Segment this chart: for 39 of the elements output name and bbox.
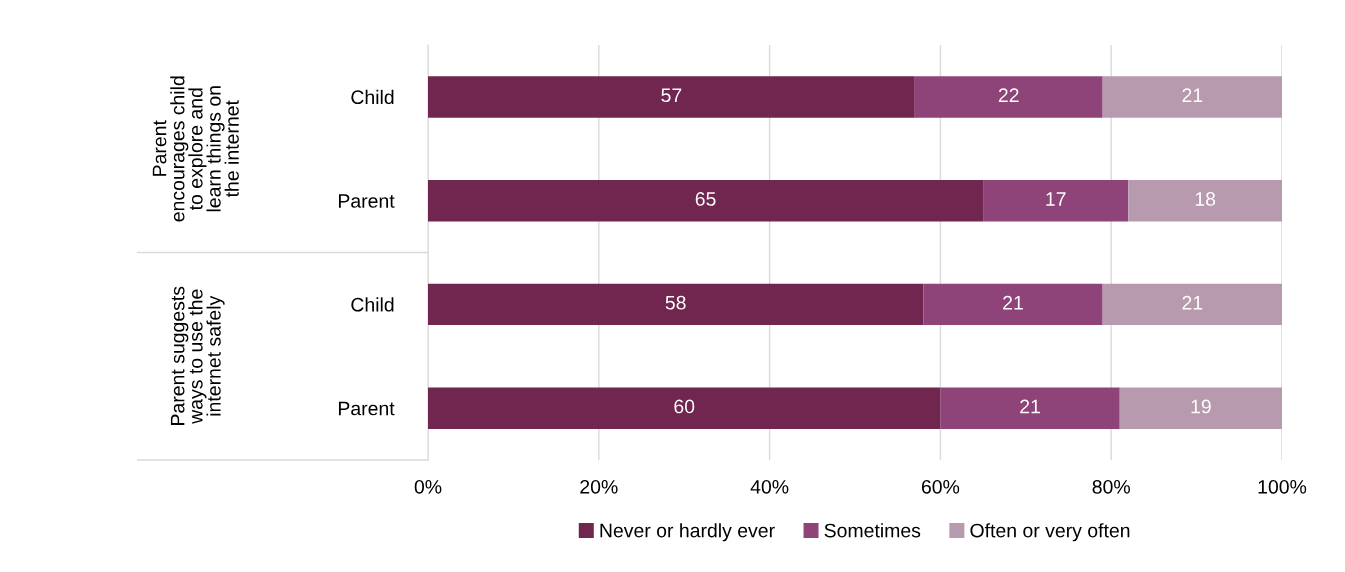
y-tick-label: Child bbox=[351, 89, 394, 105]
text: Parent encourages child to explore and learn things on the internet bbox=[152, 76, 239, 222]
bar bbox=[1102, 76, 1282, 118]
data-label: 57 bbox=[661, 88, 682, 103]
bar bbox=[428, 387, 941, 429]
data-label: 21 bbox=[1020, 399, 1040, 414]
bar bbox=[940, 387, 1120, 429]
x-tick-label: 100% bbox=[1258, 479, 1307, 494]
legend-label: Sometimes bbox=[824, 523, 921, 538]
bar bbox=[983, 179, 1129, 222]
bar bbox=[428, 76, 915, 118]
bar bbox=[428, 283, 924, 326]
data-label: 19 bbox=[1191, 399, 1211, 414]
data-label: 21 bbox=[1182, 88, 1203, 102]
text: Parent suggests ways to use the internet safely bbox=[170, 286, 225, 425]
bar bbox=[428, 179, 984, 222]
y-tick-label: Child bbox=[351, 297, 394, 312]
x-tick-label: 0% bbox=[414, 479, 442, 494]
bar bbox=[1102, 283, 1282, 326]
data-label: 17 bbox=[1046, 192, 1066, 206]
y-tick-label: Parent bbox=[338, 401, 395, 416]
data-label: 58 bbox=[665, 295, 686, 310]
bar bbox=[914, 76, 1103, 118]
x-tick-label: 80% bbox=[1092, 479, 1130, 494]
x-tick-label: 20% bbox=[580, 479, 618, 494]
data-label: 60 bbox=[674, 399, 695, 414]
y-tick-label: Parent bbox=[338, 194, 395, 208]
data-label: 18 bbox=[1195, 192, 1216, 206]
bar bbox=[1119, 387, 1282, 429]
legend-label: Never or hardly ever bbox=[600, 523, 775, 542]
data-label: 21 bbox=[1003, 295, 1023, 310]
x-tick-label: 60% bbox=[921, 479, 960, 494]
x-tick-label: 40% bbox=[750, 479, 789, 494]
bar bbox=[1128, 179, 1282, 222]
data-label: 22 bbox=[998, 88, 1019, 102]
data-label: 65 bbox=[695, 192, 716, 206]
data-label: 21 bbox=[1182, 295, 1203, 310]
bar bbox=[923, 283, 1103, 326]
legend-label: Often or very often bbox=[970, 523, 1130, 542]
